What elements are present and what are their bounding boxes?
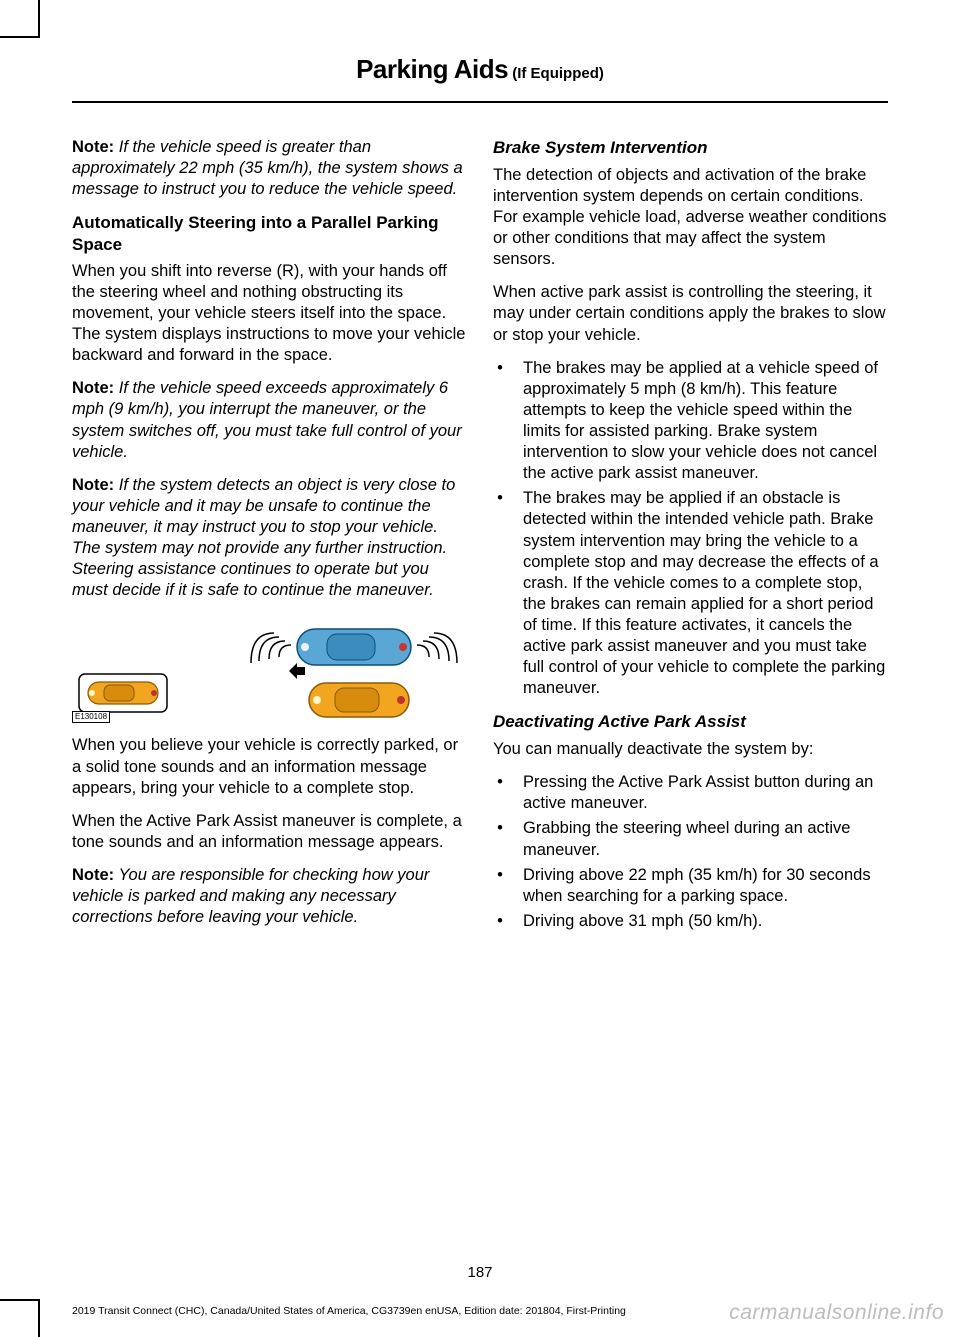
right-column: Brake System Intervention The detection …: [493, 137, 888, 944]
footer-text: 2019 Transit Connect (CHC), Canada/Unite…: [72, 1305, 626, 1317]
corner-crop-mark: [0, 0, 40, 38]
note-label: Note:: [72, 476, 114, 494]
watermark: carmanualsonline.info: [729, 1301, 944, 1325]
note-label: Note:: [72, 138, 114, 156]
body-text: When you shift into reverse (R), with yo…: [72, 261, 467, 367]
bullet-mark: •: [493, 911, 507, 932]
list-item-text: Driving above 31 mph (50 km/h).: [523, 911, 888, 932]
heading-deactivate: Deactivating Active Park Assist: [493, 711, 888, 733]
body-text: The detection of objects and activation …: [493, 165, 888, 271]
car-yellow-small-icon: [78, 673, 168, 713]
header-subtitle: (If Equipped): [508, 65, 604, 82]
bullet-list-deact: • Pressing the Active Park Assist button…: [493, 772, 888, 932]
bullet-mark: •: [493, 772, 507, 814]
note-para: Note: If the vehicle speed exceeds appro…: [72, 378, 467, 462]
note-para: Note: If the vehicle speed is greater th…: [72, 137, 467, 200]
car-sensor-group-icon: [249, 613, 459, 723]
note-text: If the vehicle speed exceeds approximate…: [72, 379, 462, 460]
body-text: When active park assist is controlling t…: [493, 282, 888, 345]
list-item: • Driving above 22 mph (35 km/h) for 30 …: [493, 865, 888, 907]
left-column: Note: If the vehicle speed is greater th…: [72, 137, 467, 944]
page-number: 187: [0, 1264, 960, 1281]
header-title: Parking Aids: [356, 54, 508, 84]
list-item: • The brakes may be applied if an obstac…: [493, 488, 888, 699]
list-item: • Grabbing the steering wheel during an …: [493, 818, 888, 860]
bullet-mark: •: [493, 865, 507, 907]
bullet-list-brake: • The brakes may be applied at a vehicle…: [493, 358, 888, 700]
body-text: When you believe your vehicle is correct…: [72, 735, 467, 798]
heading-brake: Brake System Intervention: [493, 137, 888, 159]
bullet-mark: •: [493, 818, 507, 860]
note-text: If the vehicle speed is greater than app…: [72, 138, 463, 198]
bullet-mark: •: [493, 358, 507, 485]
heading-auto-steer: Automatically Steering into a Parallel P…: [72, 212, 467, 255]
list-item-text: Driving above 22 mph (35 km/h) for 30 se…: [523, 865, 888, 907]
parking-figure: E130108: [72, 613, 467, 723]
list-item: • The brakes may be applied at a vehicle…: [493, 358, 888, 485]
bullet-mark: •: [493, 488, 507, 699]
page-header: Parking Aids (If Equipped): [0, 0, 960, 95]
list-item-text: The brakes may be applied if an obstacle…: [523, 488, 888, 699]
list-item: • Pressing the Active Park Assist button…: [493, 772, 888, 814]
list-item-text: The brakes may be applied at a vehicle s…: [523, 358, 888, 485]
note-label: Note:: [72, 866, 114, 884]
list-item-text: Pressing the Active Park Assist button d…: [523, 772, 888, 814]
body-text: When the Active Park Assist maneuver is …: [72, 811, 467, 853]
list-item: • Driving above 31 mph (50 km/h).: [493, 911, 888, 932]
note-text: You are responsible for checking how you…: [72, 866, 429, 926]
note-text: If the system detects an object is very …: [72, 476, 455, 600]
body-text: You can manually deactivate the system b…: [493, 739, 888, 760]
note-para: Note: You are responsible for checking h…: [72, 865, 467, 928]
note-para: Note: If the system detects an object is…: [72, 475, 467, 602]
corner-crop-mark: [0, 1299, 40, 1337]
figure-label: E130108: [72, 711, 110, 723]
list-item-text: Grabbing the steering wheel during an ac…: [523, 818, 888, 860]
note-label: Note:: [72, 379, 114, 397]
content-columns: Note: If the vehicle speed is greater th…: [0, 103, 960, 944]
